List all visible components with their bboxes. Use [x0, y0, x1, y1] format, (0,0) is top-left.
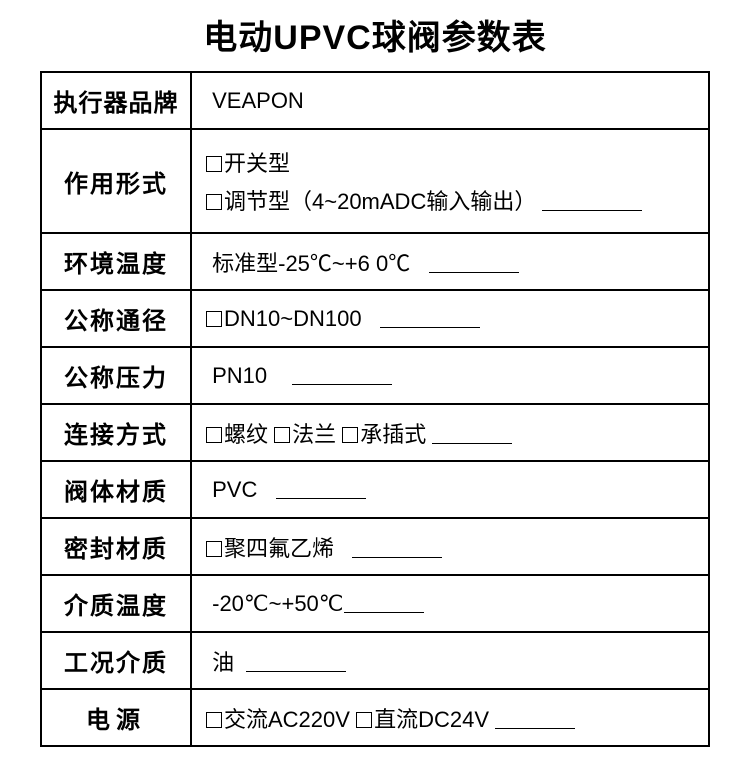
blank-line	[495, 707, 575, 729]
text-medium-temp: -20℃~+50℃	[212, 591, 343, 616]
value-brand: VEAPON	[191, 72, 709, 129]
blank-line	[542, 189, 642, 211]
checkbox-icon[interactable]	[206, 541, 222, 557]
row-medium-temp: 介质温度 -20℃~+50℃	[41, 575, 709, 632]
checkbox-icon[interactable]	[342, 427, 358, 443]
blank-line	[276, 477, 366, 499]
text-body-mat: PVC	[212, 477, 257, 502]
label-mode: 作用形式	[41, 129, 191, 233]
row-brand: 执行器品牌 VEAPON	[41, 72, 709, 129]
text-power-opt2: 直流DC24V	[374, 707, 489, 732]
checkbox-icon[interactable]	[206, 156, 222, 172]
value-seal-mat: 聚四氟乙烯	[191, 518, 709, 575]
text-seal-opt1: 聚四氟乙烯	[224, 536, 334, 561]
checkbox-icon[interactable]	[206, 712, 222, 728]
checkbox-icon[interactable]	[206, 194, 222, 210]
label-medium-temp: 介质温度	[41, 575, 191, 632]
label-power: 电源	[41, 689, 191, 746]
checkbox-icon[interactable]	[206, 311, 222, 327]
text-conn-opt3: 承插式	[360, 422, 426, 447]
spec-sheet: 电动UPVC球阀参数表 执行器品牌 VEAPON 作用形式 开关型 调节型（4~…	[0, 0, 750, 767]
blank-line	[246, 650, 346, 672]
row-body-mat: 阀体材质 PVC	[41, 461, 709, 518]
text-conn-opt1: 螺纹	[224, 422, 268, 447]
label-connection: 连接方式	[41, 404, 191, 461]
row-env-temp: 环境温度 标准型-25℃~+6 0℃	[41, 233, 709, 290]
blank-line	[380, 306, 480, 328]
label-brand: 执行器品牌	[41, 72, 191, 129]
row-medium: 工况介质 油	[41, 632, 709, 689]
label-seal-mat: 密封材质	[41, 518, 191, 575]
label-medium: 工况介质	[41, 632, 191, 689]
checkbox-icon[interactable]	[206, 427, 222, 443]
row-connection: 连接方式 螺纹 法兰 承插式	[41, 404, 709, 461]
row-power: 电源 交流AC220V 直流DC24V	[41, 689, 709, 746]
blank-line	[352, 536, 442, 558]
blank-line	[344, 591, 424, 613]
row-seal-mat: 密封材质 聚四氟乙烯	[41, 518, 709, 575]
value-power: 交流AC220V 直流DC24V	[191, 689, 709, 746]
value-nominal-pres: PN10	[191, 347, 709, 404]
text-pres: PN10	[212, 363, 267, 388]
value-nominal-dia: DN10~DN100	[191, 290, 709, 347]
blank-line	[432, 422, 512, 444]
spec-table: 执行器品牌 VEAPON 作用形式 开关型 调节型（4~20mADC输入输出） …	[40, 71, 710, 747]
row-nominal-dia: 公称通径 DN10~DN100	[41, 290, 709, 347]
label-body-mat: 阀体材质	[41, 461, 191, 518]
checkbox-icon[interactable]	[356, 712, 372, 728]
text-mode-opt2: 调节型（4~20mADC输入输出）	[224, 189, 536, 214]
value-env-temp: 标准型-25℃~+6 0℃	[191, 233, 709, 290]
text-env-temp: 标准型-25℃~+6 0℃	[212, 251, 410, 276]
label-nominal-dia: 公称通径	[41, 290, 191, 347]
value-connection: 螺纹 法兰 承插式	[191, 404, 709, 461]
text-dia-opt1: DN10~DN100	[224, 306, 362, 331]
text-medium: 油	[212, 650, 234, 675]
text-brand: VEAPON	[212, 88, 304, 113]
checkbox-icon[interactable]	[274, 427, 290, 443]
row-nominal-pres: 公称压力 PN10	[41, 347, 709, 404]
text-power-opt1: 交流AC220V	[224, 707, 350, 732]
label-nominal-pres: 公称压力	[41, 347, 191, 404]
label-env-temp: 环境温度	[41, 233, 191, 290]
text-conn-opt2: 法兰	[292, 422, 336, 447]
value-medium-temp: -20℃~+50℃	[191, 575, 709, 632]
text-mode-opt1: 开关型	[224, 151, 290, 176]
value-body-mat: PVC	[191, 461, 709, 518]
blank-line	[292, 363, 392, 385]
value-medium: 油	[191, 632, 709, 689]
blank-line	[429, 251, 519, 273]
row-mode: 作用形式 开关型 调节型（4~20mADC输入输出）	[41, 129, 709, 233]
value-mode: 开关型 调节型（4~20mADC输入输出）	[191, 129, 709, 233]
page-title: 电动UPVC球阀参数表	[40, 10, 710, 59]
